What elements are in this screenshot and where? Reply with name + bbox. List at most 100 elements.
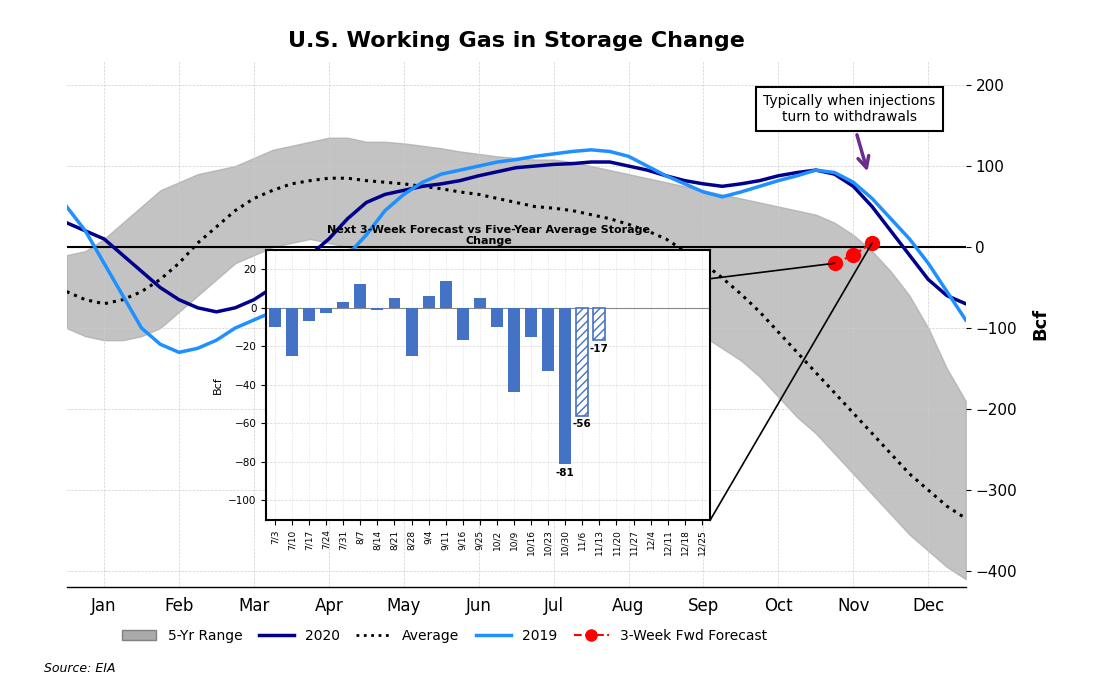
Average	[248, 194, 261, 202]
2019	[435, 170, 448, 178]
Title: U.S. Working Gas in Storage Change: U.S. Working Gas in Storage Change	[287, 31, 745, 51]
2019	[491, 158, 504, 166]
2019	[284, 300, 297, 308]
2019	[453, 166, 466, 174]
2019	[771, 177, 785, 185]
2019	[885, 215, 898, 223]
Bar	[440, 281, 452, 308]
Average	[266, 186, 280, 194]
2020	[397, 186, 411, 194]
2019	[528, 153, 542, 161]
2019	[940, 288, 953, 296]
Average	[117, 296, 130, 304]
2019	[566, 147, 579, 155]
2019	[716, 193, 729, 201]
Bar	[508, 308, 519, 392]
Bar	[269, 308, 281, 327]
2019	[959, 316, 972, 324]
2020	[959, 300, 972, 308]
2020	[153, 284, 166, 292]
2020	[566, 159, 579, 167]
2020	[453, 177, 466, 185]
Average	[866, 429, 879, 437]
2019	[509, 155, 523, 163]
2019	[603, 147, 616, 155]
Average	[790, 348, 804, 356]
2019	[229, 324, 242, 332]
2020	[753, 177, 766, 185]
Average	[453, 188, 466, 196]
Average	[735, 290, 748, 298]
2020	[622, 162, 635, 170]
Average	[566, 207, 579, 215]
2020	[172, 296, 185, 304]
2019	[303, 288, 316, 296]
2020	[921, 275, 935, 284]
Bar	[286, 308, 297, 356]
2019	[809, 166, 823, 174]
Average	[341, 174, 354, 182]
2020	[191, 304, 204, 312]
Average	[716, 274, 729, 282]
2019	[210, 336, 223, 344]
Average	[753, 308, 766, 316]
Bar	[405, 308, 417, 356]
Average	[472, 190, 485, 198]
Title: Next 3-Week Forecast vs Five-Year Average Storage
Change: Next 3-Week Forecast vs Five-Year Averag…	[327, 225, 649, 246]
2020	[678, 177, 692, 185]
Text: Typically when injections
turn to withdrawals: Typically when injections turn to withdr…	[764, 95, 936, 168]
2020	[379, 190, 392, 198]
Average	[360, 177, 373, 185]
Bar	[491, 308, 503, 327]
2020	[940, 292, 953, 300]
2019	[341, 251, 354, 259]
Average	[659, 235, 673, 243]
Bar	[388, 298, 401, 308]
2019	[828, 169, 841, 177]
2019	[847, 178, 860, 186]
Text: -81: -81	[556, 468, 575, 478]
2020	[866, 202, 879, 211]
Average	[210, 223, 223, 231]
2020	[284, 267, 297, 275]
Average	[885, 450, 898, 458]
2020	[135, 267, 149, 275]
2019	[172, 348, 185, 356]
Average	[547, 204, 561, 212]
2019	[547, 150, 561, 158]
Average	[284, 180, 297, 188]
2020	[341, 215, 354, 223]
Bar	[542, 308, 554, 371]
2019	[902, 235, 916, 243]
2020	[585, 158, 598, 166]
Average	[303, 177, 316, 185]
2019	[866, 194, 879, 202]
2019	[622, 153, 635, 161]
Average	[491, 194, 504, 202]
2020	[528, 162, 542, 170]
Bar	[320, 308, 332, 313]
2019	[472, 162, 485, 170]
Average	[172, 259, 185, 267]
2020	[716, 182, 729, 190]
Average	[528, 202, 542, 211]
Average	[847, 409, 860, 417]
2020	[266, 284, 280, 292]
2020	[509, 163, 523, 171]
2020	[640, 166, 654, 174]
2019	[585, 146, 598, 154]
Bar	[594, 308, 605, 340]
2020	[847, 182, 860, 190]
2019	[753, 182, 766, 190]
Line: 2020: 2020	[67, 162, 966, 312]
Average	[509, 198, 523, 207]
2020	[771, 171, 785, 180]
Average	[585, 211, 598, 219]
2020	[303, 251, 316, 259]
2019	[248, 316, 261, 324]
2020	[360, 198, 373, 207]
2020	[416, 182, 430, 190]
2019	[640, 162, 654, 170]
2020	[322, 235, 335, 243]
Average	[809, 369, 823, 377]
